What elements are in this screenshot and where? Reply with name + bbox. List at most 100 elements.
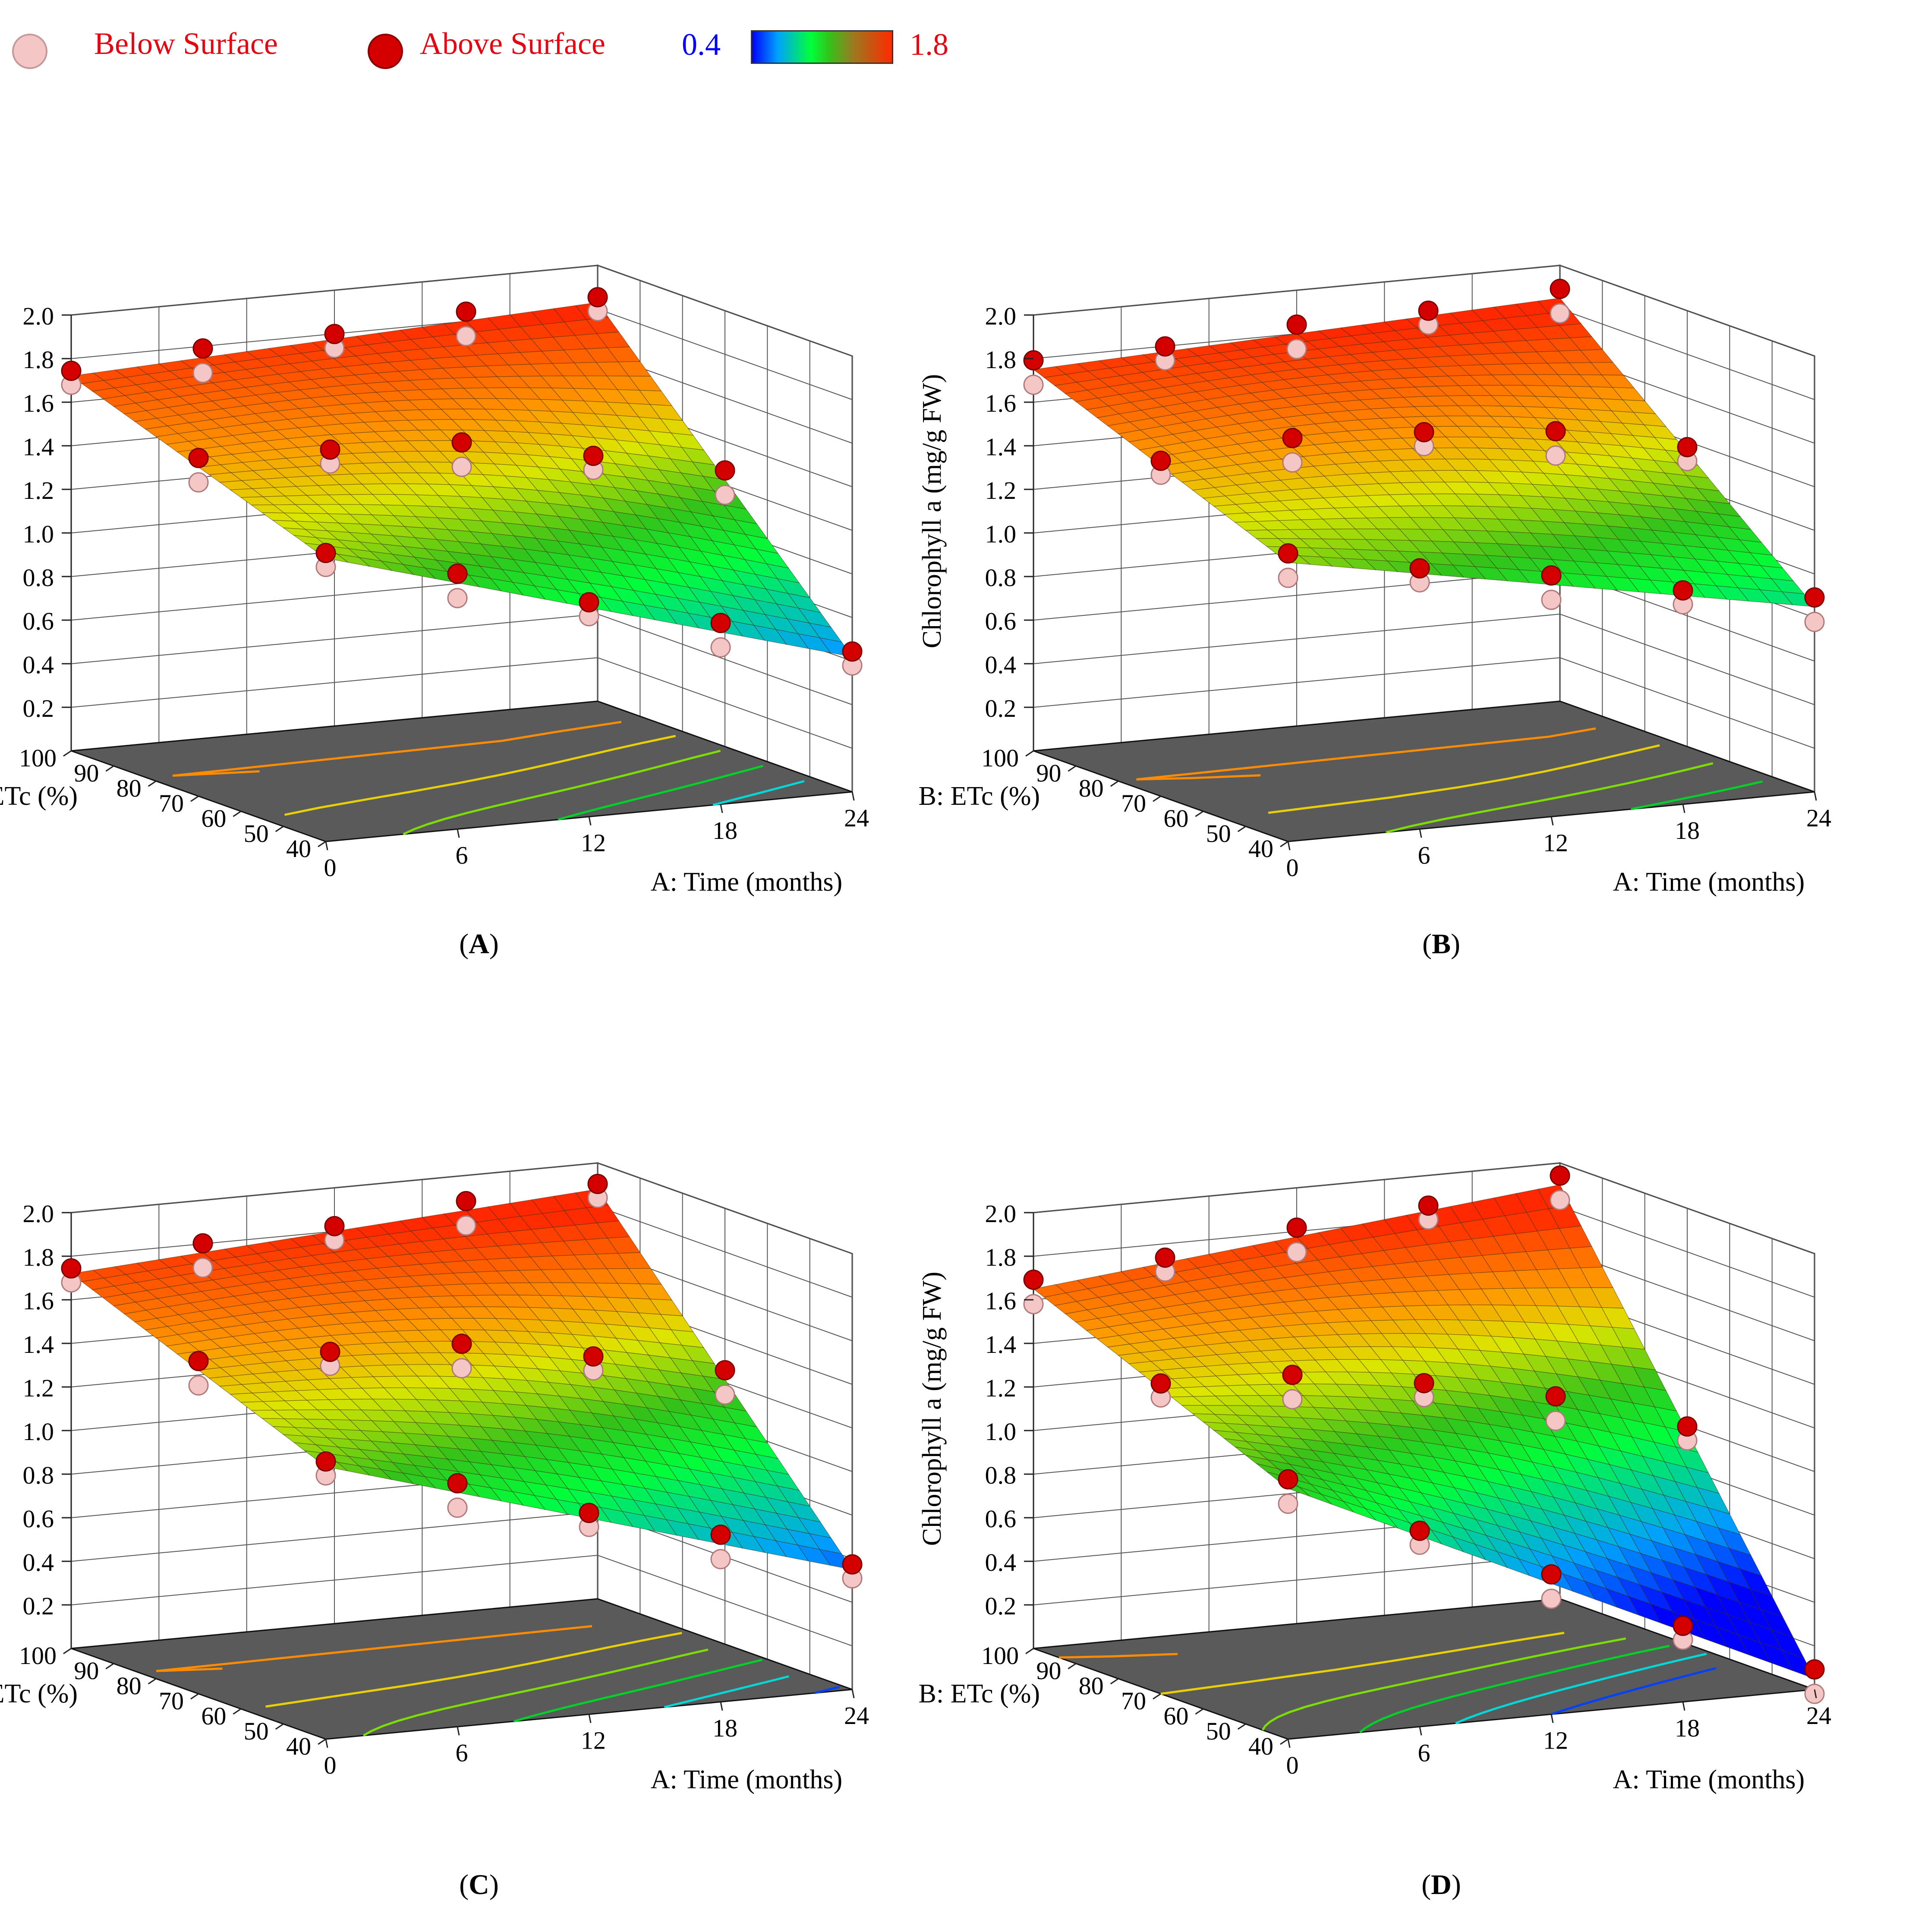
etc-tick-label: 60: [1163, 1702, 1188, 1730]
contour-line: [265, 1632, 682, 1708]
above-surface-point: [1804, 587, 1825, 608]
z-tick-label: 1.8: [23, 346, 54, 374]
below-surface-point: [447, 1497, 468, 1518]
time-tick-label: 18: [1675, 816, 1700, 845]
contour-line: [362, 1648, 709, 1737]
etc-tick-label: 90: [1036, 1657, 1061, 1685]
z-tick-label: 1.6: [23, 389, 54, 417]
below-surface-point: [456, 326, 476, 347]
time-tick-mark: [1682, 804, 1685, 813]
below-surface-point: [1278, 567, 1298, 588]
above-surface-point: [1150, 1373, 1171, 1394]
etc-tick-mark: [1237, 826, 1246, 832]
etc-tick-label: 80: [117, 774, 142, 802]
time-tick-mark: [1287, 841, 1291, 851]
above-surface-point: [710, 613, 731, 633]
above-surface-point: [583, 445, 604, 466]
etc-tick-mark: [1153, 795, 1161, 802]
response-surface: [1033, 298, 1815, 607]
below-surface-point: [1545, 1410, 1566, 1431]
z-tick-label: 0.2: [23, 1592, 54, 1620]
above-surface-point: [456, 1191, 476, 1211]
time-tick-mark: [325, 841, 328, 851]
above-surface-point: [587, 1173, 608, 1194]
above-surface-point: [1414, 1373, 1434, 1393]
floor: [71, 700, 853, 842]
z-tick-label: 0.4: [985, 1548, 1017, 1576]
etc-tick-mark: [190, 795, 199, 802]
z-tick-label: 2.0: [23, 1200, 54, 1228]
time-tick-label: 6: [1418, 1739, 1430, 1767]
time-axis-title: A: Time (months): [651, 867, 842, 897]
time-tick-label: 6: [456, 841, 468, 869]
color-scale-min: 0.4: [682, 27, 721, 62]
time-tick-label: 0: [324, 1751, 337, 1779]
z-tick-label: 0.2: [985, 1592, 1017, 1620]
above-surface-point: [583, 1346, 604, 1367]
legend: Below Surface Above Surface 0.4 1.8: [0, 0, 1906, 95]
etc-tick-label: 80: [117, 1672, 142, 1700]
design-points: [1023, 1165, 1825, 1704]
above-surface-point: [315, 542, 336, 563]
time-tick-label: 0: [1286, 854, 1299, 882]
z-tick-label: 2.0: [985, 1200, 1017, 1228]
above-surface-point: [451, 1333, 472, 1354]
z-tick-label: 2.0: [985, 302, 1017, 330]
etc-tick-mark: [275, 1723, 284, 1730]
etc-tick-label: 50: [244, 1717, 269, 1745]
z-tick-label: 1.2: [985, 1374, 1017, 1402]
contour-line: [1551, 1667, 1717, 1715]
above-surface-point: [587, 287, 608, 308]
etc-tick-mark: [105, 1663, 114, 1670]
time-axis-title: A: Time (months): [1613, 867, 1805, 897]
below-surface-point: [1282, 452, 1303, 473]
below-surface-point: [456, 1215, 476, 1236]
contour-line: [514, 1658, 763, 1723]
etc-tick-mark: [1153, 1693, 1161, 1700]
contour-line: [664, 1675, 789, 1708]
z-axis-title: Chlorophyll a (mg/g FW): [917, 1272, 947, 1546]
time-tick-label: 24: [844, 804, 869, 832]
time-tick-label: 6: [456, 1739, 468, 1767]
below-surface-point: [451, 1358, 472, 1379]
above-surface-point: [1414, 422, 1434, 442]
time-tick-mark: [457, 1726, 460, 1736]
z-axis-ticks: 0.2 0.4 0.6 0.8 1.0 1.2 1.4 1.6 1.8 2.0: [23, 302, 71, 722]
time-tick-mark: [1682, 1702, 1685, 1711]
time-tick-label: 0: [1286, 1751, 1299, 1779]
above-surface-point: [1545, 1386, 1566, 1407]
panel-a-label: (A): [459, 928, 499, 960]
below-surface-point: [1545, 445, 1566, 466]
above-surface-point: [188, 1351, 209, 1371]
below-surface-point: [1550, 303, 1570, 324]
z-tick-label: 0.8: [985, 1461, 1017, 1489]
time-tick-label: 12: [1543, 1727, 1568, 1755]
etc-tick-mark: [148, 1678, 157, 1685]
etc-tick-label: 100: [981, 744, 1019, 772]
z-tick-label: 1.2: [23, 476, 54, 504]
time-tick-label: 24: [1806, 1702, 1831, 1730]
etc-axis-title: B: ETc (%): [919, 1679, 1040, 1708]
z-axis-title: Chlorophyll a (mg/g FW): [917, 374, 947, 648]
time-tick-mark: [1419, 829, 1422, 838]
etc-tick-label: 90: [1036, 759, 1061, 787]
etc-tick-mark: [1068, 765, 1077, 772]
z-tick-label: 1.2: [985, 476, 1017, 504]
above-surface-point: [715, 460, 735, 481]
etc-tick-label: 60: [201, 804, 226, 832]
etc-axis-ticks: 100 90 80 70 60 50 40: [19, 1642, 326, 1760]
above-surface-point: [579, 592, 599, 613]
above-surface-point: [1286, 314, 1307, 335]
z-tick-label: 0.4: [23, 651, 54, 679]
time-axis-ticks: 0 6 12 18 24: [1286, 791, 1831, 882]
z-tick-label: 1.0: [23, 520, 54, 548]
above-surface-point: [1677, 1416, 1698, 1437]
z-tick-label: 0.8: [23, 1461, 54, 1489]
etc-tick-label: 70: [159, 1687, 184, 1715]
etc-tick-label: 100: [981, 1642, 1019, 1670]
above-surface-point: [324, 1216, 345, 1236]
etc-tick-mark: [1110, 1678, 1119, 1685]
time-tick-label: 18: [1675, 1714, 1700, 1742]
above-surface-point: [451, 432, 472, 453]
above-surface-point: [1155, 1247, 1175, 1268]
